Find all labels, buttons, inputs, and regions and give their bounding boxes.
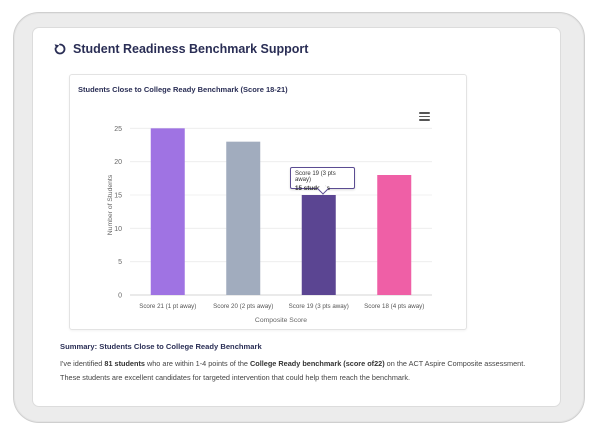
tooltip-line-1: Score 19 (3 pts away) [295, 171, 336, 183]
summary-benchmark: College Ready benchmark (score of22) [250, 359, 385, 368]
x-tick-label: Score 19 (3 pts away) [289, 303, 349, 310]
x-tick-label: Score 21 (1 pt away) [139, 303, 196, 310]
summary-paragraph: I've identified 81 students who are with… [60, 357, 540, 385]
y-tick-label: 15 [114, 193, 122, 200]
y-tick-label: 10 [114, 226, 122, 233]
bar [150, 128, 185, 295]
y-tick-label: 0 [118, 293, 122, 300]
bar-tooltip: Score 19 (3 pts away) 15 students [290, 167, 355, 192]
bar [301, 195, 336, 295]
chart-title: Students Close to College Ready Benchmar… [78, 85, 288, 94]
summary-text-2: who are within 1-4 points of the [144, 359, 251, 368]
page-header: Student Readiness Benchmark Support [53, 42, 308, 56]
x-tick-label: Score 20 (2 pts away) [213, 303, 273, 310]
page-title: Student Readiness Benchmark Support [73, 42, 309, 56]
y-tick-label: 20 [114, 159, 122, 166]
summary-heading: Summary: Students Close to College Ready… [60, 342, 262, 351]
x-tick-label: Score 18 (4 pts away) [364, 303, 424, 310]
summary-count: 81 students [104, 359, 145, 368]
y-axis-title: Number of Students [107, 174, 114, 235]
summary-text-1: I've identified [60, 359, 105, 368]
y-tick-label: 25 [114, 126, 122, 133]
refresh-icon[interactable] [53, 42, 67, 56]
summary-section: Summary: Students Close to College Ready… [60, 342, 540, 385]
chart-menu-icon[interactable] [419, 112, 430, 122]
app-screen: Student Readiness Benchmark Support Stud… [33, 28, 560, 406]
x-axis-title: Composite Score [255, 317, 307, 324]
summary-text-3: on the ACT Aspire Composite assessment. … [60, 359, 526, 382]
chart-card: Students Close to College Ready Benchmar… [69, 74, 467, 330]
bar [226, 141, 261, 295]
y-tick-label: 5 [118, 259, 122, 266]
tooltip-line-2: 15 students [295, 185, 330, 192]
bar-chart: 0 5 10 15 20 25 Score 21 (1 pt away) Score 20 (… [107, 126, 432, 324]
bar [377, 175, 412, 295]
